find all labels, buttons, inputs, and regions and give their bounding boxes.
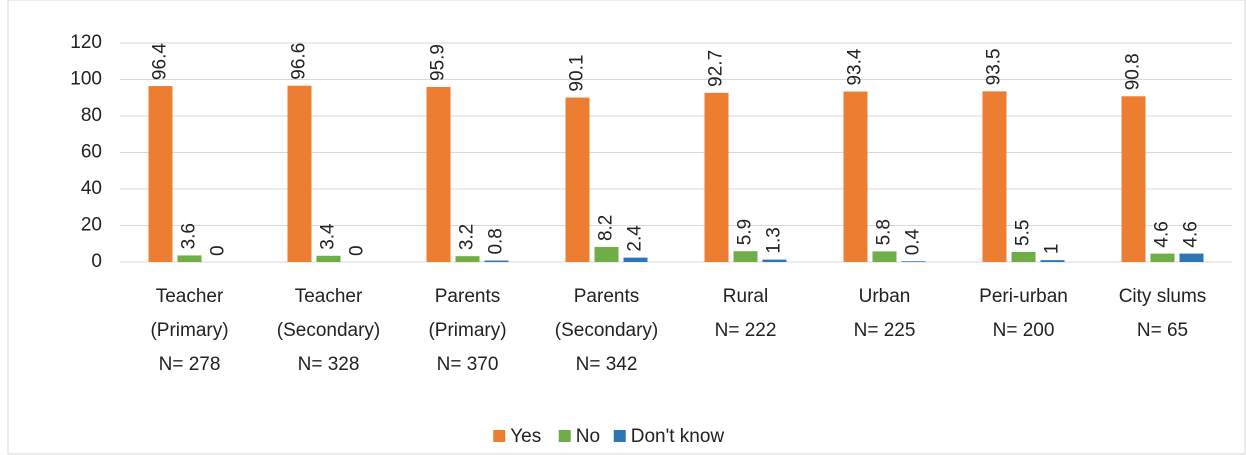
bar <box>704 92 729 262</box>
data-label: 95.9 <box>428 44 449 81</box>
x-tick-label: Parents <box>574 286 639 307</box>
data-label: 5.9 <box>735 219 756 245</box>
data-label: 90.1 <box>567 55 588 92</box>
y-tick-label: 40 <box>81 178 102 199</box>
x-tick-label: Rural <box>723 286 768 307</box>
bar <box>148 86 173 262</box>
data-label: 3.6 <box>179 223 200 249</box>
bar <box>1011 251 1036 262</box>
y-tick-label: 120 <box>70 32 102 53</box>
bar <box>426 86 451 262</box>
bar <box>733 251 758 262</box>
x-tick-label: Peri-urban <box>979 286 1068 307</box>
legend-label: Don't know <box>631 426 725 447</box>
x-tick-label: (Secondary) <box>555 320 659 341</box>
legend-swatch <box>613 430 626 442</box>
legend-swatch <box>558 430 571 442</box>
x-tick-label: N= 225 <box>854 320 916 341</box>
x-tick-label: N= 370 <box>437 354 499 375</box>
data-label: 3.4 <box>318 223 339 250</box>
x-tick-label: Teacher <box>156 286 224 307</box>
bar <box>1121 96 1146 262</box>
bar <box>287 85 312 262</box>
bar <box>455 256 480 262</box>
x-tick-label: N= 278 <box>159 354 221 375</box>
x-tick-label: N= 200 <box>993 320 1055 341</box>
x-tick-label: Teacher <box>295 286 363 307</box>
legend-label: Yes <box>510 426 541 447</box>
data-label: 0.8 <box>486 228 507 254</box>
data-label: 96.6 <box>289 43 310 80</box>
y-tick-label: 0 <box>91 251 102 272</box>
data-label: 1 <box>1042 244 1063 255</box>
data-label: 5.5 <box>1013 220 1034 246</box>
chart-frame <box>7 0 1246 455</box>
data-label: 93.5 <box>984 48 1005 85</box>
data-label: 93.4 <box>845 48 866 85</box>
data-label: 4.6 <box>1152 221 1173 247</box>
bar <box>177 255 202 262</box>
data-label: 8.2 <box>596 215 617 241</box>
bar <box>484 260 509 262</box>
data-label: 96.4 <box>150 43 171 80</box>
bar <box>982 91 1007 262</box>
bar <box>316 255 341 262</box>
data-label: 3.2 <box>457 224 478 250</box>
y-tick-label: 60 <box>81 142 102 163</box>
y-tick-label: 100 <box>70 69 102 90</box>
x-tick-label: Urban <box>859 286 911 307</box>
bar <box>565 97 590 262</box>
data-label: 4.6 <box>1181 221 1202 247</box>
legend-label: No <box>576 426 600 447</box>
x-tick-label: Parents <box>435 286 500 307</box>
bar <box>901 261 926 262</box>
y-tick-label: 20 <box>81 215 102 236</box>
x-tick-label: N= 65 <box>1137 320 1188 341</box>
data-label: 0.4 <box>903 228 924 255</box>
bar <box>1040 260 1065 262</box>
x-tick-label: N= 328 <box>298 354 360 375</box>
legend-swatch <box>493 430 506 442</box>
bar <box>623 257 648 262</box>
bar <box>872 251 897 262</box>
x-tick-label: N= 342 <box>576 354 638 375</box>
bar <box>1179 253 1204 262</box>
x-tick-label: (Primary) <box>150 320 228 341</box>
data-label: 92.7 <box>706 50 727 87</box>
x-tick-label: City slums <box>1119 286 1207 307</box>
data-label: 2.4 <box>625 225 646 252</box>
x-tick-label: (Secondary) <box>277 320 381 341</box>
data-label: 90.8 <box>1123 53 1144 90</box>
bar <box>843 91 868 262</box>
data-label: 1.3 <box>764 227 785 253</box>
data-label: 5.8 <box>874 219 895 245</box>
bar <box>762 259 787 262</box>
x-tick-label: (Primary) <box>428 320 506 341</box>
x-tick-label: N= 222 <box>715 320 777 341</box>
bar <box>1150 253 1175 262</box>
y-tick-label: 80 <box>81 105 102 126</box>
bar <box>594 247 619 262</box>
data-label: 0 <box>208 245 229 256</box>
data-label: 0 <box>347 245 368 256</box>
